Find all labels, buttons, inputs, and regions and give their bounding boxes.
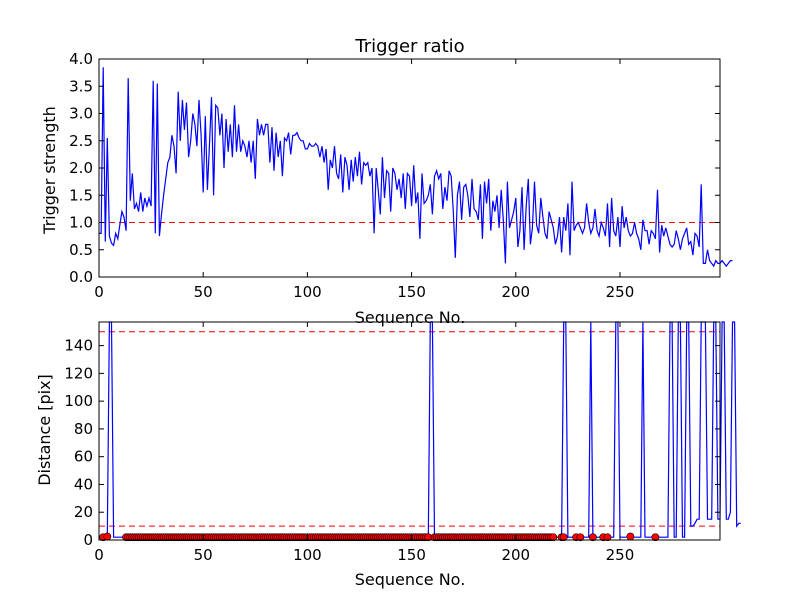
x-tick-label: 50	[194, 283, 213, 301]
x-tick-label: 250	[606, 546, 635, 564]
top-x-axis-label: Sequence No.	[355, 308, 466, 327]
top-y-axis-label: Trigger strength	[40, 106, 59, 235]
bottom-y-ticks: 0 20 40 60 80 100 120 140	[64, 337, 720, 549]
y-tick-label: 3.0	[69, 105, 93, 123]
y-tick-label: 0.5	[69, 241, 93, 259]
x-tick-label: 150	[397, 546, 426, 564]
top-y-ticks: 0.0 0.5 1.0 1.5 2.0 2.5 3.0 3.5 4.0	[69, 50, 720, 286]
y-tick-label: 2.0	[69, 159, 93, 177]
data-marker	[549, 533, 558, 542]
x-tick-label: 200	[501, 283, 530, 301]
x-tick-label: 0	[94, 283, 104, 301]
data-marker	[103, 532, 112, 541]
bottom-reference-lines	[99, 331, 720, 527]
data-marker	[651, 533, 660, 542]
y-tick-label: 0.0	[69, 268, 93, 286]
y-tick-label: 2.5	[69, 132, 93, 150]
trigger-ratio-plot: Trigger ratio Trigger strength Sequence …	[40, 36, 733, 327]
x-tick-label: 50	[194, 546, 213, 564]
y-tick-label: 1.0	[69, 214, 93, 232]
y-tick-label: 40	[74, 475, 93, 493]
y-tick-label: 100	[64, 392, 93, 410]
y-tick-label: 80	[74, 420, 93, 438]
top-x-ticks: 0 50 100 150 200 250	[94, 59, 634, 301]
data-marker	[559, 533, 568, 542]
y-tick-label: 4.0	[69, 50, 93, 68]
y-tick-label: 60	[74, 448, 93, 466]
x-tick-label: 150	[397, 283, 426, 301]
y-tick-label: 140	[64, 337, 93, 355]
series-line	[99, 321, 741, 538]
y-tick-label: 0	[83, 531, 93, 549]
bottom-series	[99, 321, 741, 538]
y-tick-label: 3.5	[69, 77, 93, 95]
bottom-y-axis-label: Distance [pix]	[35, 374, 54, 486]
data-marker	[603, 533, 612, 542]
y-tick-label: 1.5	[69, 186, 93, 204]
top-title: Trigger ratio	[354, 36, 464, 57]
bottom-plot-frame	[98, 321, 721, 541]
data-marker	[588, 533, 597, 542]
bottom-markers	[99, 532, 660, 542]
distance-plot: Distance [pix] Sequence No. 0 50 100 150 200…	[35, 321, 741, 589]
x-tick-label: 200	[501, 546, 530, 564]
top-series	[99, 67, 733, 268]
x-tick-label: 100	[293, 283, 322, 301]
y-tick-label: 120	[64, 364, 93, 382]
x-tick-label: 100	[293, 546, 322, 564]
x-tick-label: 0	[94, 546, 104, 564]
series-line	[99, 67, 733, 268]
x-tick-label: 250	[606, 283, 635, 301]
bottom-x-axis-label: Sequence No.	[355, 570, 466, 589]
bottom-x-ticks: 0 50 100 150 200 250	[94, 322, 634, 564]
data-marker	[626, 532, 635, 541]
y-tick-label: 20	[74, 503, 93, 521]
data-marker	[576, 533, 585, 542]
top-plot-frame	[98, 58, 721, 278]
